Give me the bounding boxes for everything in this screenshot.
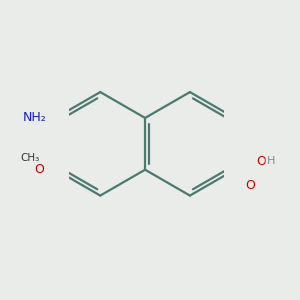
Text: O: O [256, 154, 266, 168]
Text: O: O [246, 179, 256, 192]
Text: NH₂: NH₂ [23, 111, 46, 124]
Text: H: H [266, 156, 275, 166]
Text: CH₃: CH₃ [21, 153, 40, 163]
Text: O: O [35, 163, 45, 176]
